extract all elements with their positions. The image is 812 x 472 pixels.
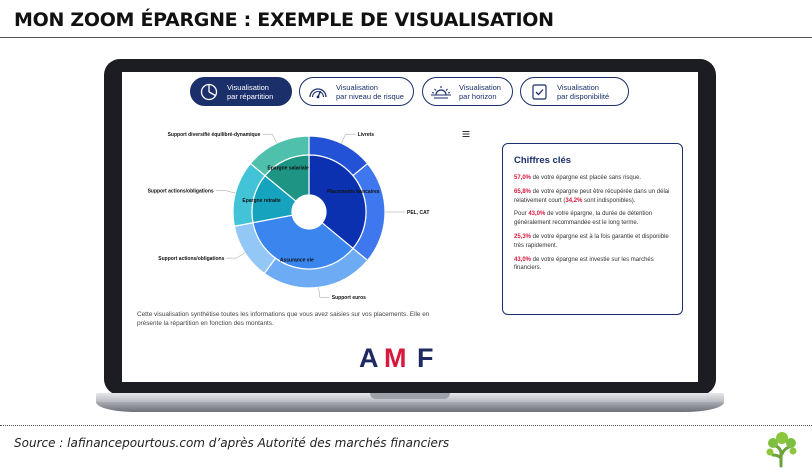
sunburst-chart: Placements bancaires Assurance vie Epargne…: [148, 132, 430, 301]
chart-description: Cette visualisation synthétise toutes le…: [137, 311, 430, 328]
title-divider: [0, 37, 812, 38]
tab-label: Visualisation par horizon: [459, 82, 501, 101]
tab-label: Visualisation par disponibilité: [557, 82, 610, 101]
key-figures-title: Chiffres clés: [514, 155, 572, 166]
svg-text:A: A: [359, 344, 379, 370]
outer-segment-label: Support actions/obligations: [158, 256, 224, 262]
svg-text:F: F: [417, 344, 434, 370]
inner-ring: [251, 154, 367, 270]
outer-segment-label: Support diversifié équilibré-dynamique: [168, 132, 261, 138]
svg-text:M: M: [384, 344, 407, 370]
tab-label: Visualisation par niveau de risque: [336, 82, 404, 101]
key-figures-panel: Chiffres clés 57,0% de votre épargne est…: [502, 143, 683, 315]
inner-segment-3[interactable]: [264, 154, 310, 203]
inner-segment-label: Epargne salariale: [267, 166, 309, 172]
label-leader-line: [318, 287, 330, 298]
outer-segment-label: PEL, CAT: [407, 210, 429, 216]
inner-segment-label: Epargne retraite: [242, 198, 281, 204]
check-box-icon: [532, 83, 547, 100]
tab-disponibilite[interactable]: Visualisation par disponibilité: [520, 77, 629, 106]
outer-segment-label: Support actions/obligations: [148, 188, 214, 194]
inner-segment-1[interactable]: [252, 214, 354, 270]
amf-logo: A M F: [359, 344, 434, 370]
label-leader-line: [341, 133, 356, 144]
key-figure-item: Pour 43,0% de votre épargne, la durée de…: [514, 211, 653, 227]
inner-segment-label: Assurance vie: [280, 257, 314, 263]
inner-segment-label: Placements bancaires: [327, 189, 380, 195]
laptop-base-bottom: [96, 402, 724, 412]
laptop-screen: Visualisation par répartition Visualisati…: [122, 72, 698, 382]
sunrise-icon: [431, 85, 451, 99]
tab-label: Visualisation par répartition: [227, 82, 274, 101]
label-leader-line: [215, 190, 236, 194]
laptop-notch: [370, 393, 450, 399]
outer-segment-label: Livrets: [358, 132, 375, 138]
tab-horizon[interactable]: Visualisation par horizon: [422, 77, 513, 106]
inner-segment-0[interactable]: [308, 154, 367, 250]
source-caption: Source : lafinancepourtous.com d’après A…: [14, 436, 450, 450]
footer-divider: [0, 425, 812, 426]
label-leader-line: [226, 252, 245, 259]
tree-logo-icon: [766, 432, 797, 468]
pie-chart-icon: [200, 83, 218, 100]
key-figure-item: 25,3% de votre épargne est à la fois gar…: [514, 233, 669, 249]
page-title: MON ZOOM ÉPARGNE : EXEMPLE DE VISUALISAT…: [14, 9, 554, 31]
gauge-icon: [309, 87, 327, 98]
tab-repartition[interactable]: Visualisation par répartition: [190, 77, 292, 106]
label-leader-line: [262, 133, 277, 144]
hamburger-menu-icon[interactable]: [462, 130, 470, 138]
key-figure-item: 43,0% de votre épargne est investie sur …: [514, 256, 654, 272]
tab-risque[interactable]: Visualisation par niveau de risque: [299, 77, 414, 106]
label-leaders: [215, 133, 405, 298]
outer-segment-label: Support euros: [332, 295, 366, 301]
chart-labels: Placements bancaires Assurance vie Epargne…: [148, 132, 430, 301]
key-figure-item: 57,0% de votre épargne est placée sans r…: [514, 175, 642, 181]
key-figure-item: 65,8% de votre épargne peut être récupér…: [514, 188, 670, 204]
